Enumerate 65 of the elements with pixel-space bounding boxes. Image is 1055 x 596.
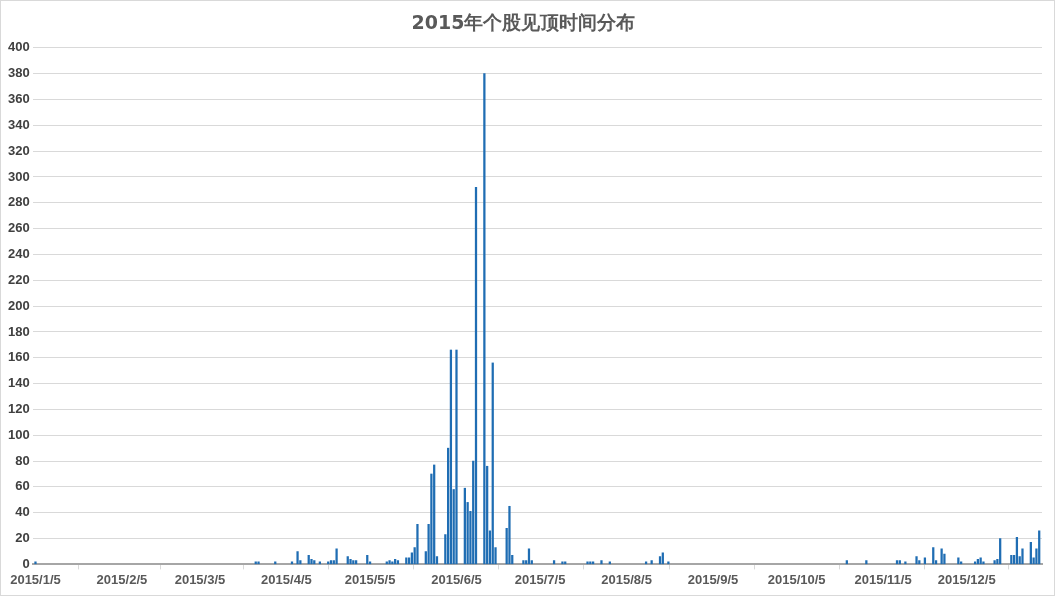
y-tick-label: 140 (7, 375, 30, 391)
bar (904, 561, 907, 565)
y-tick-label: 220 (7, 271, 30, 287)
bar (644, 561, 648, 565)
bar (564, 561, 567, 565)
bar (586, 561, 589, 565)
y-tick-label: 100 (7, 426, 30, 442)
bar (416, 524, 419, 565)
bar (591, 561, 595, 565)
x-tick-label: 2015/11/5 (854, 571, 912, 587)
bar (600, 560, 603, 565)
bar (335, 548, 338, 565)
x-tick-label: 2015/2/5 (96, 571, 148, 587)
x-tick-label: 2015/12/5 (937, 571, 996, 587)
bar (483, 73, 486, 565)
bar (1021, 548, 1024, 565)
y-tick-label: 0 (22, 555, 30, 571)
y-tick-label: 300 (7, 168, 30, 184)
y-tick-label: 120 (7, 401, 30, 416)
chart-title: 2015年个股见顶时间分布 (411, 11, 636, 34)
y-tick-label: 80 (15, 452, 30, 468)
bar (296, 551, 299, 565)
y-tick-label: 320 (7, 142, 30, 158)
y-tick-label: 340 (7, 116, 30, 132)
bar (254, 561, 257, 565)
x-tick-label: 2015/8/5 (601, 571, 652, 587)
bar (318, 561, 321, 565)
y-tick-label: 280 (7, 194, 30, 210)
y-tick-label: 160 (7, 349, 30, 365)
y-tick-label: 20 (15, 530, 30, 546)
bar (508, 505, 511, 565)
bar (388, 560, 391, 565)
x-tick-label: 2015/9/5 (687, 571, 739, 587)
x-tick-label: 2015/1/5 (10, 571, 61, 587)
y-tick-label: 200 (7, 297, 30, 313)
y-tick-label: 180 (7, 323, 30, 339)
bar (257, 561, 260, 565)
bar (915, 556, 918, 565)
y-tick-label: 40 (15, 504, 30, 520)
x-tick-label: 2015/4/5 (261, 571, 312, 587)
x-tick-label: 2015/10/5 (767, 571, 826, 587)
y-tick-label: 380 (7, 65, 30, 81)
bar (982, 561, 985, 565)
x-tick-label: 2015/7/5 (514, 571, 566, 587)
y-tick-label: 60 (15, 478, 30, 494)
y-tick-label: 400 (7, 39, 30, 55)
bar (960, 561, 963, 565)
y-tick-label: 260 (7, 220, 30, 236)
bar (385, 561, 388, 565)
bar (274, 561, 277, 565)
x-tick-label: 2015/5/5 (344, 571, 396, 587)
bar (993, 560, 996, 565)
x-tick-label: 2015/3/5 (174, 571, 226, 587)
bar (561, 561, 564, 565)
x-tick-label: 2015/6/5 (431, 571, 482, 587)
bar (943, 553, 946, 565)
bar (940, 548, 943, 565)
bar (34, 561, 37, 565)
y-tick-label: 360 (7, 91, 30, 107)
bar (608, 561, 611, 565)
y-tick-label: 240 (7, 246, 30, 262)
bar (455, 349, 458, 565)
bar (589, 561, 592, 565)
bar (290, 561, 294, 565)
bar (667, 561, 670, 565)
